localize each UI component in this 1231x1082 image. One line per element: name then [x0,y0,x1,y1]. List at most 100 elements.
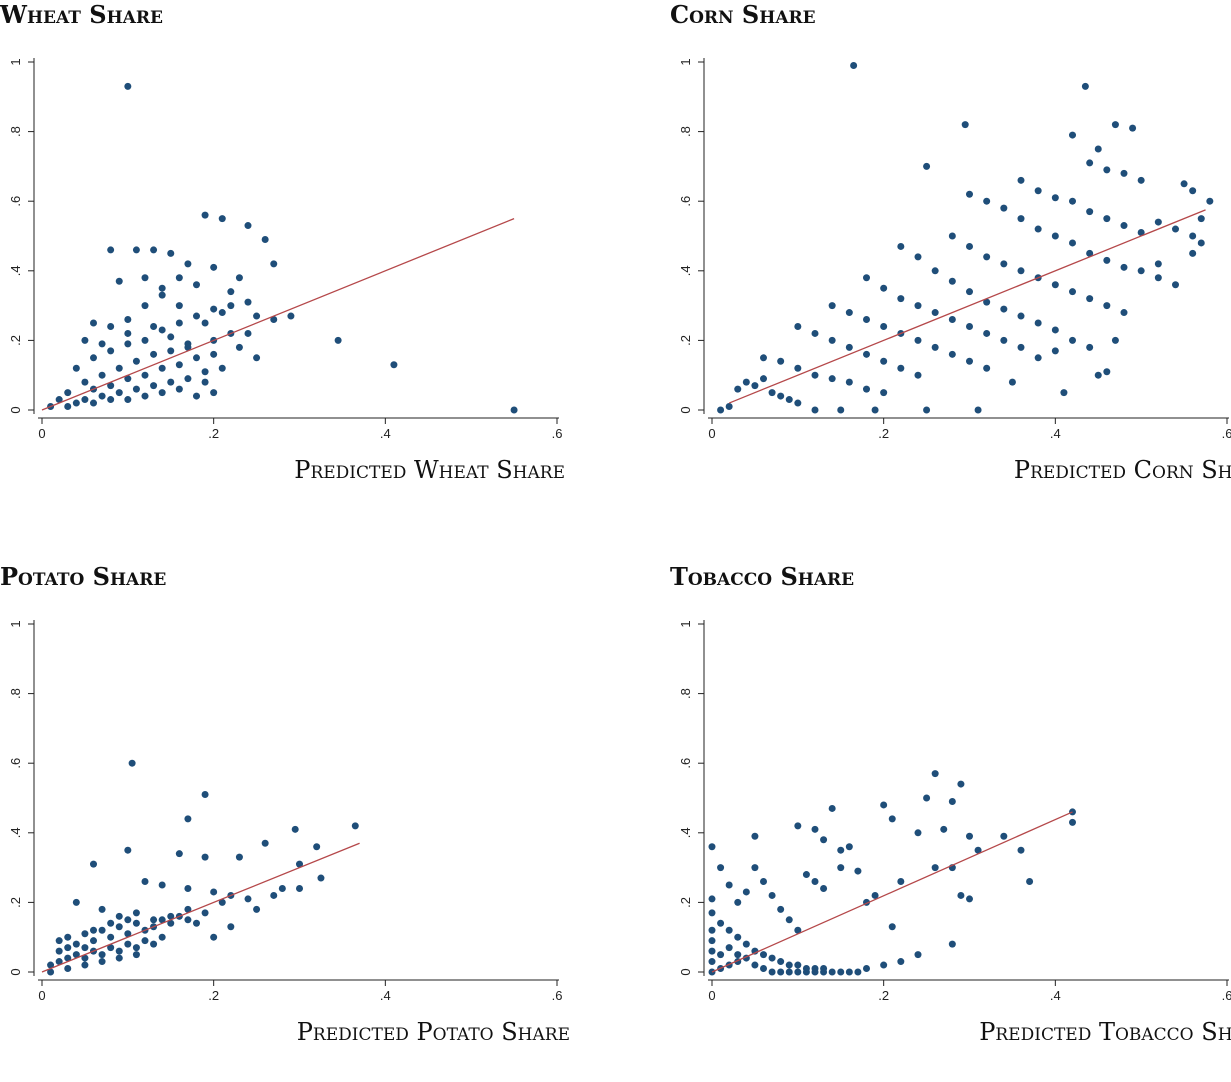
data-point [1069,808,1076,816]
data-point [218,898,226,906]
y-tick-label: 1 [678,620,693,627]
data-point [888,923,896,931]
data-point [863,316,870,324]
data-point [880,322,888,330]
data-point [107,382,115,390]
data-point [897,295,905,303]
data-point [201,319,209,327]
data-point [98,958,106,966]
data-point [983,364,991,372]
data-point [158,326,166,334]
data-point [90,319,97,327]
data-point [1017,312,1025,320]
y-tick: 0 [8,406,34,414]
fit-line [728,209,1206,404]
data-point [124,329,132,337]
data-point [141,274,149,282]
data-point [141,336,149,344]
data-point [313,843,321,851]
x-tick: 0 [708,980,716,1003]
data-point [751,832,759,840]
y-tick-label: .6 [8,758,23,769]
data-point [296,860,303,868]
x-tick-label: .6 [1222,988,1231,1003]
x-tick: .2 [208,980,219,1003]
data-point [193,354,200,362]
data-point [802,968,810,976]
data-point [201,791,209,799]
data-point [1034,225,1042,233]
data-point [850,61,858,69]
data-point [98,951,106,959]
data-point [132,951,140,959]
data-point [957,780,965,788]
data-point [132,385,140,393]
data-point [132,909,140,917]
data-point [175,274,183,282]
data-point [1197,215,1205,223]
x-tick-label: 0 [38,988,45,1003]
data-point [777,392,785,400]
data-point [1103,368,1111,376]
y-tick: .4 [8,265,34,276]
data-point [115,947,123,955]
scatter-plot: 0 .2 .4 .6 .8 1 0 .2 .4 .6 [8,620,562,1003]
data-point [81,336,89,344]
x-tick: .2 [878,980,889,1003]
data-point [141,937,149,945]
data-point [55,937,63,945]
data-point [210,888,218,896]
data-point [811,371,819,379]
data-point [1000,204,1008,212]
data-point [734,385,742,393]
x-tick: .4 [380,980,391,1003]
data-point [966,288,973,296]
data-point [983,298,991,306]
data-point [124,340,132,348]
data-point [81,954,89,962]
data-point [837,846,845,854]
data-point [107,246,115,254]
data-point [708,909,716,917]
x-axis-label: Predicted Potato Share [296,1018,570,1046]
data-point [768,954,776,962]
x-tick-label: .2 [208,426,219,441]
data-point [72,399,80,407]
data-point [253,354,261,362]
data-point [897,242,905,250]
data-point [1051,194,1059,202]
data-point [725,881,733,889]
data-point [210,263,218,271]
data-point [72,940,80,948]
data-point [845,378,853,386]
data-point [974,846,982,854]
data-point [794,399,802,407]
data-point [141,878,149,886]
scatter-plot: 0 .2 .4 .6 .8 1 0 .2 .4 .6 [678,620,1231,1003]
data-point [845,968,853,976]
panel-tobacco: Tobacco Share 0 .2 .4 .6 .8 1 0 .2 .4 .6 Predicte… [670,562,1231,1082]
data-point [734,898,742,906]
x-tick-label: .4 [1050,426,1061,441]
data-point [785,916,793,924]
data-point [914,829,922,837]
data-point [47,968,55,976]
data-point [150,246,158,254]
data-point [167,347,175,355]
data-point [334,336,342,344]
data-point [1137,176,1145,184]
data-point [1120,309,1128,317]
data-point [966,832,973,840]
data-point [1189,232,1197,240]
data-point [760,951,767,959]
data-point [124,846,132,854]
data-point [98,905,106,913]
data-point [948,350,956,358]
data-point [132,246,140,254]
data-point [1120,222,1128,230]
data-point [244,222,252,230]
y-tick-label: 1 [8,620,23,627]
data-point [914,951,922,959]
data-point [184,884,192,892]
data-point [845,843,853,851]
